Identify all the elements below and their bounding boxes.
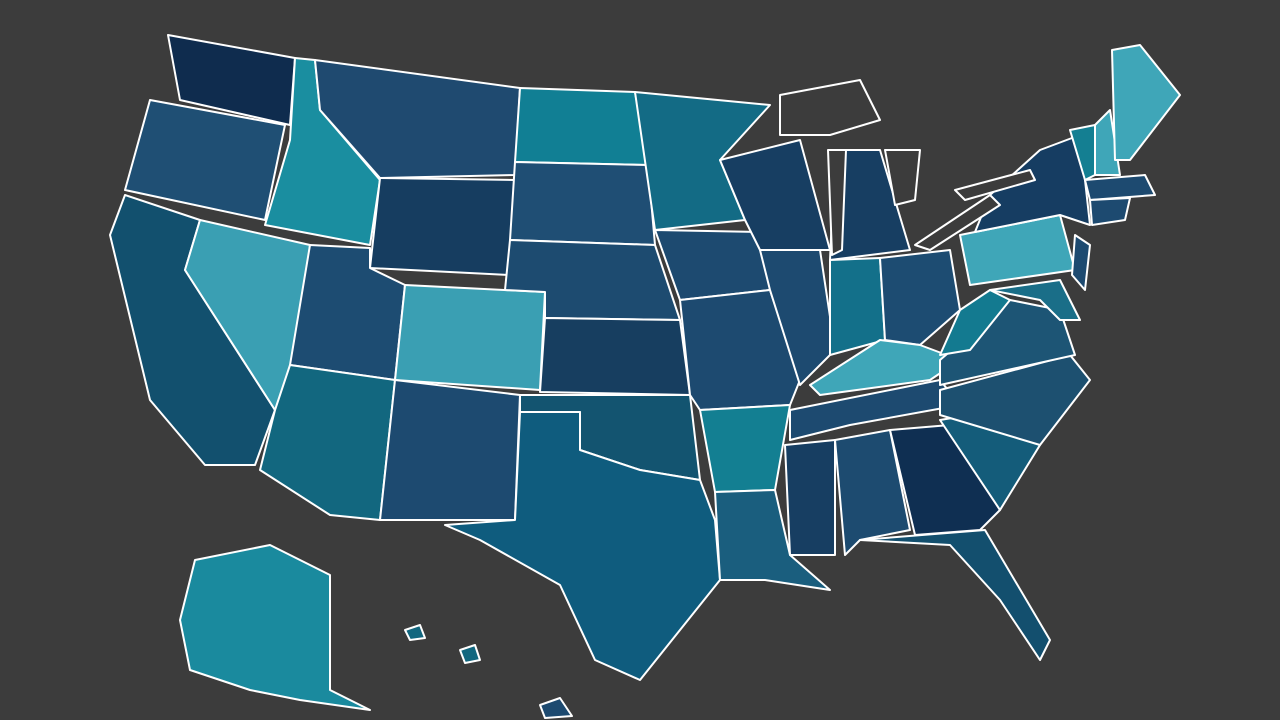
region	[859, 529, 1051, 661]
region	[1094, 109, 1121, 176]
region	[509, 161, 656, 246]
region	[459, 644, 481, 664]
region	[1084, 174, 1156, 201]
region	[1071, 234, 1091, 291]
lake	[779, 79, 881, 136]
region	[124, 99, 286, 221]
region	[539, 697, 573, 719]
region	[314, 59, 521, 179]
lake	[884, 149, 921, 206]
region	[834, 429, 911, 556]
region	[394, 284, 546, 391]
region	[789, 379, 961, 441]
region	[879, 249, 961, 346]
region	[699, 404, 791, 493]
region	[784, 439, 836, 556]
region	[1111, 44, 1181, 161]
region	[889, 424, 1001, 536]
region	[369, 177, 516, 276]
region	[539, 317, 691, 396]
region	[404, 624, 426, 641]
region	[514, 87, 649, 166]
region	[939, 289, 1011, 356]
region	[179, 544, 371, 711]
region	[714, 489, 831, 591]
region	[759, 249, 836, 386]
region	[829, 257, 886, 356]
region	[444, 411, 721, 681]
lake	[954, 169, 1036, 201]
lake	[914, 194, 1001, 251]
states	[109, 34, 1181, 719]
region	[989, 279, 1081, 321]
region	[379, 379, 521, 521]
lakes	[779, 79, 1036, 256]
lake	[827, 149, 847, 256]
region	[1089, 197, 1131, 226]
region	[974, 134, 1091, 233]
